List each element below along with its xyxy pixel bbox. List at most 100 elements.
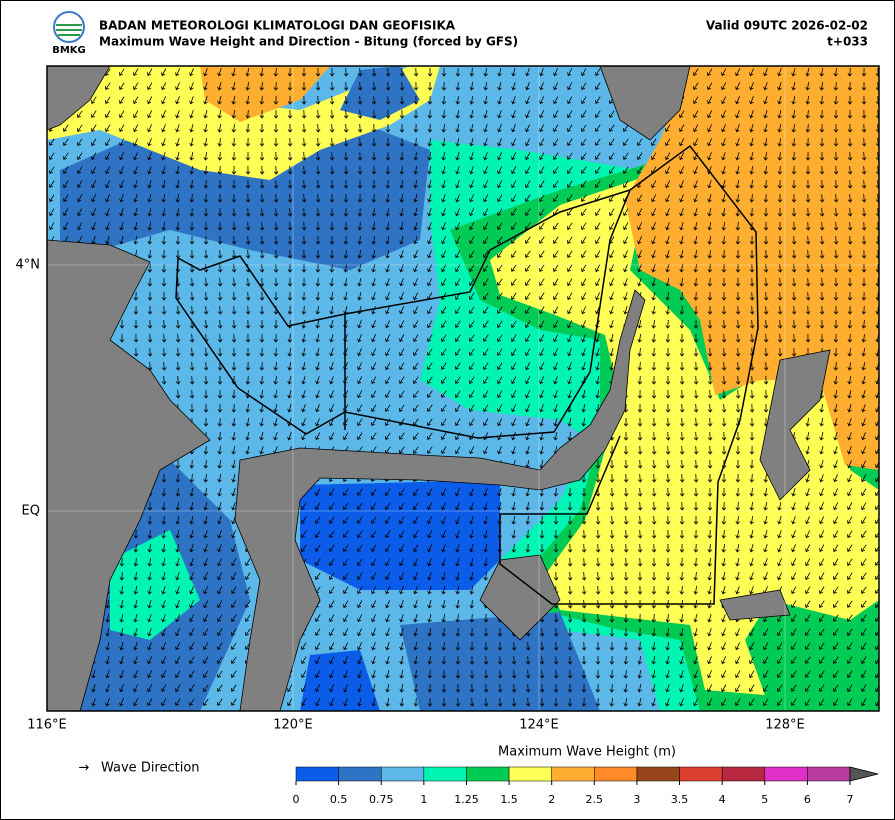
arrow (581, 250, 587, 258)
arrow (385, 221, 390, 231)
arrow (693, 684, 698, 693)
arrow (805, 193, 811, 203)
arrow (861, 193, 867, 203)
arrow (357, 684, 362, 693)
arrow (203, 389, 209, 399)
arrow (819, 67, 824, 77)
arrow (637, 389, 643, 399)
arrow (595, 292, 601, 301)
arrow (861, 123, 867, 133)
border (175, 144, 759, 605)
arrow (595, 348, 600, 357)
arrow (875, 235, 879, 245)
arrow (287, 684, 293, 692)
arrow (399, 488, 405, 496)
arrow (805, 123, 811, 133)
arrow (553, 166, 559, 174)
arrow (553, 487, 559, 497)
arrow (763, 347, 769, 357)
arrow (483, 697, 489, 707)
arrow (609, 250, 615, 259)
arrow (581, 222, 587, 230)
arrow (301, 684, 307, 693)
arrow (861, 221, 867, 231)
arrow (497, 292, 503, 300)
arrow (469, 250, 475, 258)
arrow (553, 348, 559, 357)
arrow (147, 208, 152, 217)
arrow (735, 347, 741, 357)
arrow (147, 656, 152, 665)
arrow (329, 488, 335, 496)
mindanao (599, 66, 691, 141)
arrow (161, 572, 166, 581)
colorbar-swatch (508, 766, 552, 782)
arrow (847, 221, 853, 231)
arrow (315, 291, 321, 301)
arrow (91, 138, 97, 146)
arrow (77, 138, 83, 146)
arrow (147, 96, 153, 105)
arrow (161, 277, 167, 287)
arrow (259, 123, 265, 133)
arrow (763, 670, 769, 678)
arrow (721, 333, 727, 343)
arrow (763, 530, 768, 539)
arrow (371, 362, 377, 371)
arrow (497, 683, 503, 693)
arrow (497, 362, 503, 370)
arrow (329, 123, 335, 133)
arrow (161, 473, 167, 483)
arrow (693, 403, 699, 413)
arrow (105, 222, 110, 231)
arrow (805, 698, 811, 706)
arrow (357, 249, 363, 259)
arrow (679, 571, 685, 581)
arrow (637, 375, 643, 385)
arrow (595, 571, 601, 581)
arrow (147, 628, 152, 637)
arrow (777, 193, 783, 203)
arrow (707, 375, 713, 385)
arrow (203, 96, 208, 105)
arrow (385, 376, 391, 384)
arrow (581, 501, 587, 511)
arrow (469, 544, 474, 553)
arrow (399, 669, 404, 679)
arrow (861, 235, 867, 245)
arrow (497, 222, 503, 230)
arrow (483, 530, 488, 539)
arrow (469, 208, 475, 217)
arrow (861, 446, 867, 455)
arrow (315, 123, 321, 133)
arrow (511, 320, 517, 328)
arrow (819, 516, 825, 525)
arrow (763, 628, 769, 637)
arrow (343, 263, 349, 273)
arrow (231, 319, 237, 329)
arrow (525, 138, 531, 147)
arrow (203, 137, 208, 147)
arrow (133, 628, 138, 637)
arrow (343, 151, 349, 161)
arrow (833, 614, 839, 622)
arrow (721, 138, 726, 147)
arrow (203, 656, 209, 664)
arrow (805, 488, 810, 497)
arrow (259, 221, 265, 231)
arrow (707, 614, 712, 623)
arrow (287, 109, 293, 119)
arrow (567, 613, 573, 623)
arrow (203, 291, 209, 301)
arrow (791, 319, 797, 329)
arrow (105, 236, 110, 245)
arrow (259, 235, 265, 245)
arrow (707, 208, 712, 217)
arrow (847, 277, 853, 287)
arrow (567, 585, 573, 595)
arrow (651, 684, 656, 693)
arrow (455, 334, 461, 342)
arrow (133, 543, 139, 553)
arrow (777, 698, 783, 706)
arrow (483, 67, 489, 77)
